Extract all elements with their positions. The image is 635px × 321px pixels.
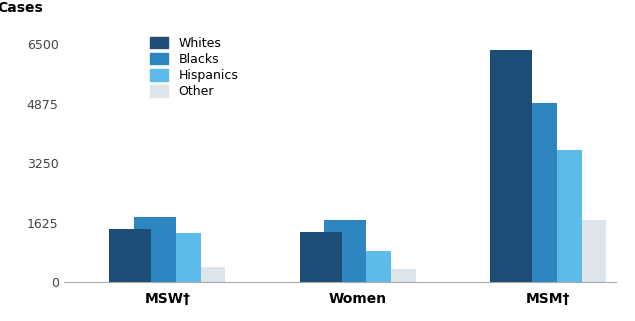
Bar [324,220,366,282]
Bar [490,49,532,282]
Text: Cases: Cases [0,1,43,15]
Bar [565,220,606,282]
Legend: Whites, Blacks, Hispanics, Other: Whites, Blacks, Hispanics, Other [147,34,241,101]
Bar [184,267,225,282]
Bar [349,251,391,282]
Bar [159,233,201,282]
Bar [134,217,176,282]
Bar [374,269,416,282]
Bar [300,232,342,282]
Bar [515,103,557,282]
Bar [540,150,582,282]
Bar [109,229,151,282]
